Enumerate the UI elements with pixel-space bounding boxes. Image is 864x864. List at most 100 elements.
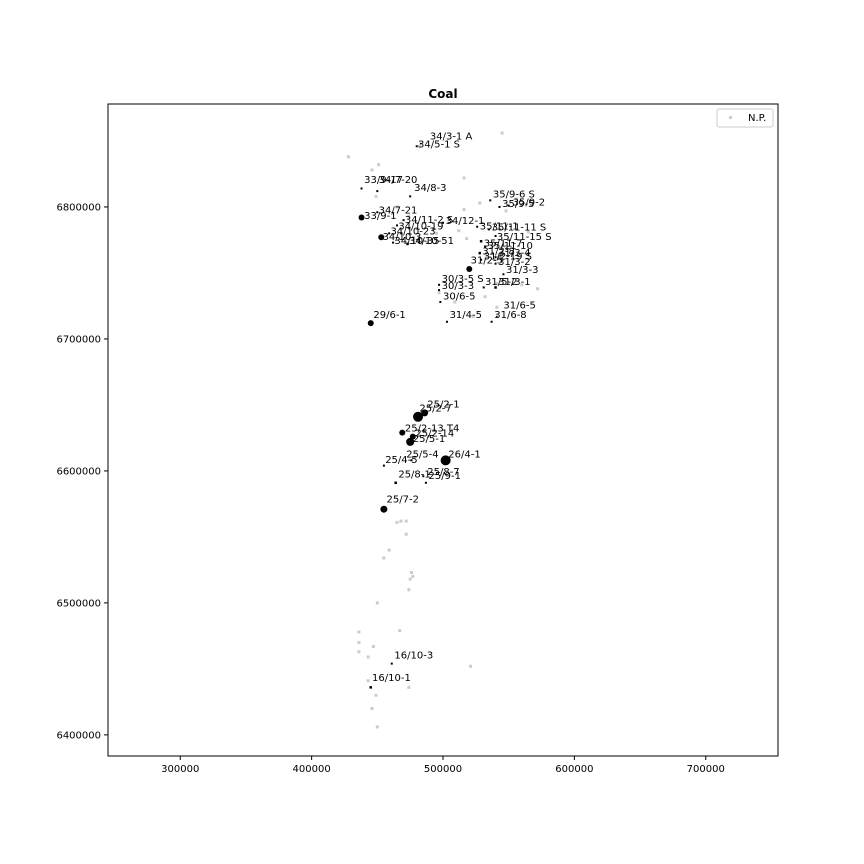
np-point [495, 305, 499, 309]
np-point [526, 230, 530, 234]
np-point [462, 208, 466, 212]
chart-title: Coal [428, 87, 457, 101]
well-label: 33/9-17 [364, 175, 403, 186]
well-label: 35/9-2 [513, 198, 545, 209]
well-label: 35/9-6 S [493, 190, 535, 201]
np-point [399, 519, 403, 523]
well-point [507, 204, 510, 207]
np-point [346, 155, 350, 159]
well-point [376, 211, 379, 214]
np-point [434, 231, 438, 235]
well-label: 34/10-51 [409, 236, 454, 247]
legend-marker-np [729, 116, 732, 119]
np-point [417, 433, 421, 437]
y-tick-label: 6700000 [56, 334, 101, 345]
well-label: 31/2-19 S [484, 252, 532, 263]
np-point [495, 281, 499, 285]
well-label: 31/3-3 [506, 265, 538, 276]
well-point [445, 320, 448, 323]
well-point [479, 240, 483, 243]
np-point [407, 685, 411, 689]
well-point [382, 464, 385, 467]
well-label: 31/3-1 [498, 277, 530, 288]
well-point [438, 283, 441, 286]
well-label: 31/6-5 [503, 301, 535, 312]
well-point [494, 286, 497, 289]
well-point [442, 221, 444, 224]
well-point [480, 258, 483, 261]
well-label: 25/5-4 [406, 450, 438, 461]
well-label: 34/10-35 [394, 236, 439, 247]
well-label: 35/11-11 S [492, 223, 547, 234]
well-point [394, 481, 397, 485]
well-label: 34/5-1 S [418, 140, 460, 151]
well-point [494, 234, 497, 237]
well-point [489, 199, 492, 202]
np-point [462, 176, 466, 180]
np-point [536, 287, 540, 291]
np-point [382, 179, 386, 183]
well-point [494, 262, 497, 265]
y-tick-label: 6400000 [56, 730, 101, 741]
x-tick-label: 500000 [424, 764, 462, 775]
well-point [358, 214, 365, 221]
well-point [466, 265, 473, 272]
x-tick-label: 700000 [687, 764, 725, 775]
well-label: 25/2-1 [427, 400, 459, 411]
x-tick-label: 400000 [293, 764, 331, 775]
well-point [487, 228, 490, 231]
x-axis: 300000 400000 500000 600000 700000 [161, 756, 725, 775]
np-point [504, 245, 508, 249]
well-label: 25/7-2 [387, 495, 419, 506]
well-label: 16/10-3 [394, 650, 433, 661]
well-label: 30/3-3 [442, 281, 474, 292]
np-point [500, 131, 504, 135]
np-point [417, 144, 421, 148]
well-point [494, 256, 497, 259]
well-point [498, 205, 501, 208]
well-point [388, 232, 391, 235]
well-label: 25/8-1 [398, 470, 430, 481]
well-point [424, 481, 427, 484]
x-tick-label: 600000 [555, 764, 593, 775]
well-label: 35/11-7 [484, 239, 523, 250]
well-point [406, 242, 409, 246]
well-label: 34/3-1 A [430, 132, 473, 143]
well-point [369, 686, 372, 689]
np-point [407, 214, 411, 218]
well-point [413, 411, 424, 422]
np-point [370, 706, 374, 710]
well-label: 35/11-10 [488, 241, 533, 252]
well-label: 31/3-4 [498, 248, 530, 259]
well-label: 34/7-20 [379, 175, 418, 186]
np-point [504, 209, 508, 213]
well-point [482, 286, 485, 289]
well-point [410, 459, 413, 462]
np-point [404, 532, 408, 536]
np-point [411, 575, 415, 579]
np-point [357, 630, 361, 634]
np-point [465, 237, 469, 241]
well-label: 34/10-23 [390, 227, 435, 238]
np-point [404, 519, 408, 523]
np-point [395, 520, 399, 524]
well-point [396, 224, 399, 227]
np-point [371, 644, 375, 648]
np-point [425, 241, 429, 245]
y-tick-label: 6800000 [56, 202, 101, 213]
well-label: 25/2-13 T4 [405, 423, 459, 434]
np-point [483, 295, 487, 299]
well-label: 31/5-2 [485, 277, 517, 288]
well-point [402, 219, 405, 222]
well-point [496, 315, 498, 318]
np-point [375, 725, 379, 729]
well-point [367, 320, 374, 327]
well-point [390, 662, 393, 665]
well-label: 25/2-14 [415, 429, 454, 440]
legend-label-np: N.P. [748, 113, 766, 124]
well-point [484, 245, 487, 248]
well-label: 25/5-1 [413, 434, 445, 445]
well-label: 34/10-19 [398, 221, 443, 232]
